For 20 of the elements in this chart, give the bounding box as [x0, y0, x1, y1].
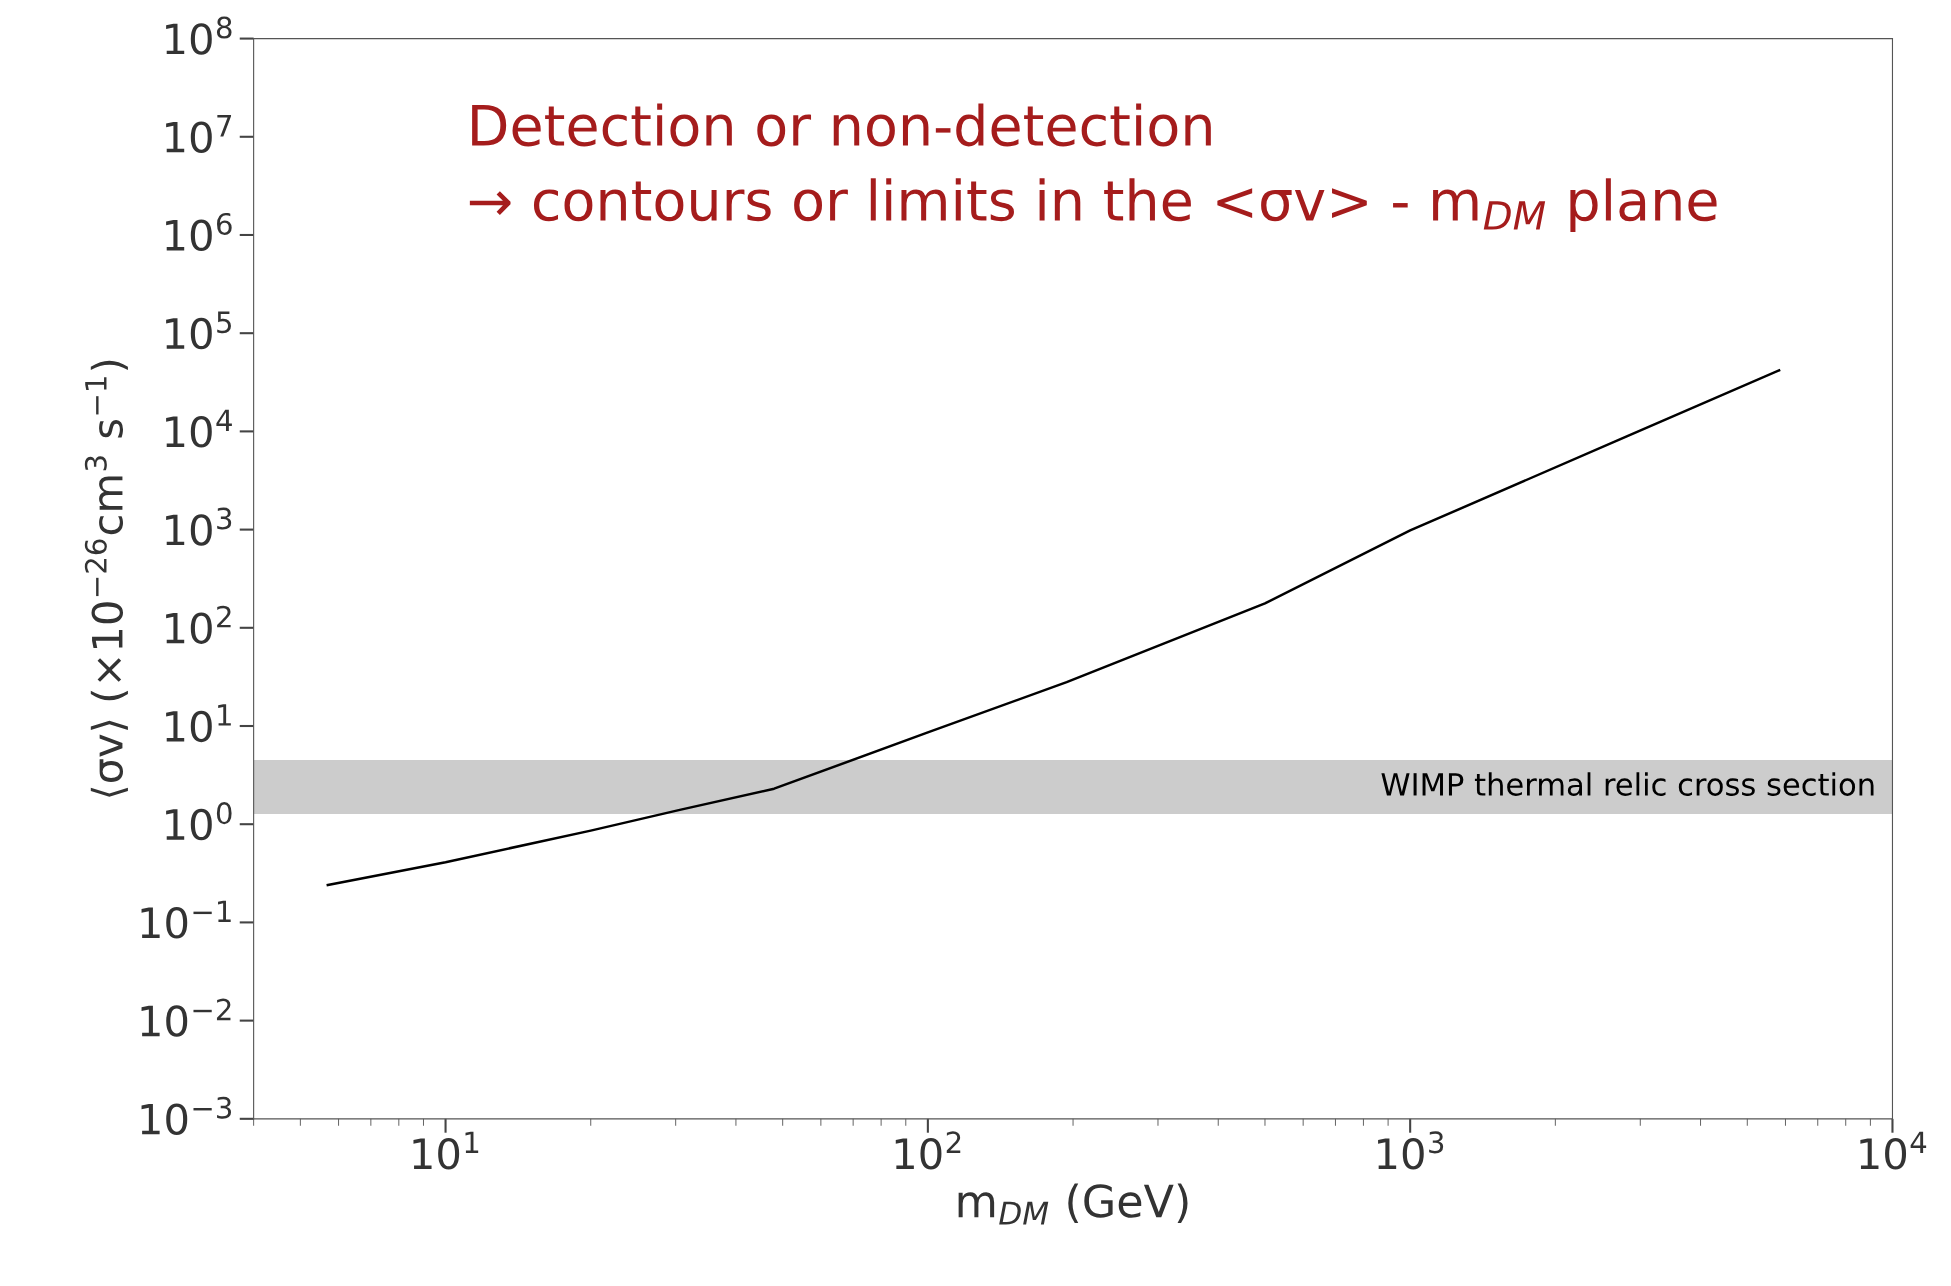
y-tick-label: 10$^{−2}$	[141, 998, 231, 1037]
annotation: Detection or non-detection → contours or limits in the <σv> - m$_{DM}$ plane	[469, 103, 1717, 233]
y-tick-label: 10$^{8}$	[166, 16, 232, 55]
y-tick-label: 10$^{5}$	[166, 311, 231, 350]
y-tick-label: 10$^{4}$	[166, 409, 232, 448]
y-tick-label: 10$^{7}$	[166, 115, 232, 153]
y-tick-label: 10$^{3}$	[166, 507, 232, 546]
y-tick-label: 10$^{−3}$	[141, 1096, 232, 1135]
y-tick-label: 10$^{6}$	[166, 212, 232, 252]
y-tick-label: 10$^{0}$	[166, 802, 232, 841]
x-tick-label: 10$^{3}$	[1378, 1131, 1444, 1170]
x-tick-label: 10$^{2}$	[895, 1131, 961, 1170]
y-tick-label: 10$^{1}$	[166, 704, 231, 743]
y-axis-title: ⟨σv⟩ (×10$^{−26}$cm$^{3}$ s$^{−1}$)	[84, 360, 128, 797]
x-tick-label: 10$^{4}$	[1860, 1131, 1927, 1170]
band-label: WIMP thermal relic cross section	[1381, 772, 1874, 796]
x-axis-title: m$_{DM}$ (GeV)	[958, 1183, 1188, 1225]
y-tick-label: 10$^{2}$	[166, 605, 231, 644]
x-tick-label: 10$^{1}$	[413, 1131, 479, 1170]
y-tick-label: 10$^{−1}$	[141, 900, 231, 939]
